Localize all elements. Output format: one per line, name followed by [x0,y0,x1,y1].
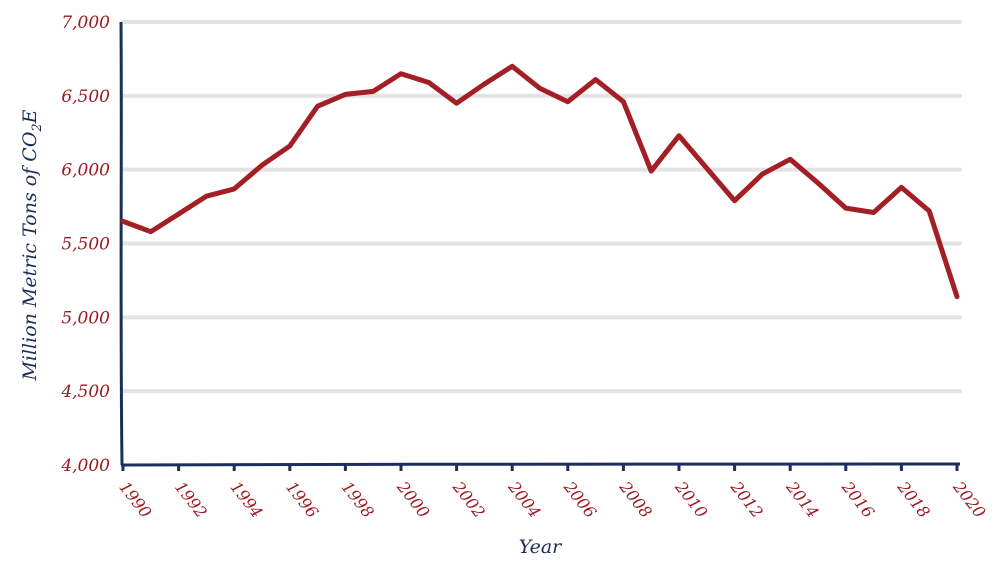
y-tick-label: 6,000 [61,161,110,181]
x-tick-label: 2006 [559,477,600,522]
y-tick-label: 5,500 [61,235,110,255]
x-tick-label: 2018 [893,477,934,522]
x-axis-title: Year [519,536,563,558]
x-tick-label: 2020 [949,477,990,522]
y-tick-label: 4,000 [60,456,110,476]
gridlines [121,20,962,394]
x-tick-label: 2002 [448,477,489,522]
y-tick-label: 7,000 [61,13,110,33]
x-tick-label: 2000 [393,477,434,522]
y-axis-title: Million Metric Tons of CO2E [19,109,45,381]
y-axis-title-sub: 2 [30,123,45,132]
series-line [120,63,960,300]
y-axis-line [119,21,124,466]
x-tick-labels: 1990 1992 1994 1996 1998 2000 2002 2004 2006 2008… [115,465,989,522]
x-axis-line [120,462,961,467]
x-tick-label: 1996 [282,478,322,522]
x-tick-label: 1992 [171,478,211,522]
series-layer [120,63,960,300]
y-tick-labels: 4,000 4,500 5,000 5,500 6,000 6,500 7,000 [60,13,110,476]
y-axis-title-suffix: E [19,109,41,124]
y-axis-title-main: Million Metric Tons of CO [19,131,41,381]
x-tick-label: 2012 [726,477,767,522]
axes [119,21,961,467]
x-tick-label: 2004 [504,477,545,522]
y-tick-label: 4,500 [60,382,110,402]
x-tick-label: 1994 [227,478,267,522]
x-tick-label: 1990 [115,478,155,522]
x-tick-label: 2014 [782,477,823,522]
x-tick-label: 2008 [615,477,656,522]
y-tick-label: 5,000 [61,308,110,328]
x-tick-label: 1998 [338,478,378,522]
x-tick-label: 2010 [671,477,712,522]
x-tick-label: 2016 [837,477,878,522]
y-tick-label: 6,500 [61,87,110,107]
